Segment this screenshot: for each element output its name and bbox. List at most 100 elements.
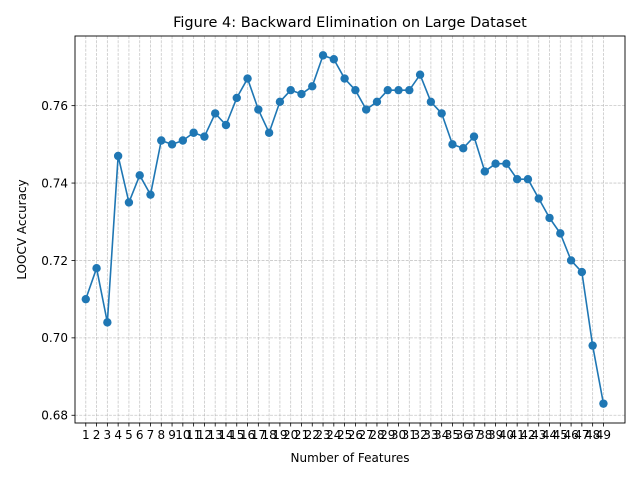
data-point	[264, 128, 274, 137]
data-point	[394, 85, 403, 95]
data-point	[167, 140, 177, 149]
x-tick-label: 22	[305, 428, 320, 442]
data-point	[340, 74, 349, 83]
x-tick-label: 17	[251, 428, 266, 442]
data-point	[232, 93, 241, 103]
plot-frame	[74, 35, 626, 424]
x-tick-label: 8	[157, 428, 165, 442]
x-tick-label: 36	[456, 428, 471, 442]
data-point	[372, 97, 382, 106]
y-tick-label: 0.70	[41, 331, 68, 345]
data-point	[113, 151, 123, 161]
x-tick-label: 6	[136, 428, 144, 442]
data-point	[221, 120, 231, 130]
x-tick-label: 41	[510, 428, 525, 442]
x-tick-label: 47	[574, 428, 589, 442]
grid	[75, 36, 625, 423]
x-tick-label: 42	[520, 428, 535, 442]
y-tick-label: 0.76	[41, 99, 68, 113]
x-tick-label: 33	[423, 428, 438, 442]
y-tick-label: 0.72	[41, 254, 68, 268]
x-tick-label: 46	[563, 428, 578, 442]
x-tick-label: 35	[445, 428, 460, 442]
x-tick-label: 43	[531, 428, 546, 442]
data-point	[210, 109, 220, 118]
x-tick-label: 29	[380, 428, 395, 442]
x-tick-label: 10	[175, 428, 190, 442]
series-layer	[81, 51, 608, 408]
data-point	[512, 174, 522, 184]
x-tick-label: 27	[359, 428, 374, 442]
data-point	[415, 70, 425, 79]
data-point	[426, 97, 436, 106]
x-tick-label: 25	[337, 428, 352, 442]
x-tick-label: 37	[466, 428, 481, 442]
x-tick-label: 9	[168, 428, 176, 442]
x-tick-label: 15	[229, 428, 244, 442]
data-point	[361, 105, 371, 114]
x-tick-label: 18	[261, 428, 276, 442]
y-tick-label: 0.68	[41, 409, 68, 423]
chart-title: Figure 4: Backward Elimination on Large …	[173, 15, 527, 31]
data-point	[491, 159, 500, 168]
data-point	[318, 51, 328, 60]
x-tick-label: 19	[272, 428, 287, 442]
x-tick-label: 32	[412, 428, 427, 442]
data-point	[523, 174, 533, 184]
data-point	[502, 159, 511, 168]
x-tick-label: 39	[488, 428, 503, 442]
data-point	[135, 171, 144, 180]
data-point	[459, 144, 468, 153]
data-point	[588, 341, 597, 350]
data-point	[297, 89, 306, 99]
x-tick-label: 48	[585, 428, 600, 442]
data-point	[254, 105, 263, 114]
x-tick-label: 26	[348, 428, 363, 442]
x-tick-label: 16	[240, 428, 255, 442]
data-point	[480, 167, 490, 176]
x-tick-label: 28	[369, 428, 384, 442]
x-tick-label: 1	[82, 428, 90, 442]
x-tick-label: 34	[434, 428, 449, 442]
data-point	[351, 85, 360, 95]
x-tick-label: 12	[197, 428, 212, 442]
data-point	[308, 82, 317, 91]
x-tick-label: 21	[294, 428, 309, 442]
y-axis-title: LOOCV Accuracy	[15, 179, 29, 279]
data-point	[577, 267, 587, 277]
data-point	[200, 132, 209, 141]
x-tick-label: 30	[391, 428, 406, 442]
x-tick-label: 44	[542, 428, 557, 442]
x-tick-label: 11	[186, 428, 201, 442]
data-point	[383, 85, 392, 95]
x-tick-label: 5	[125, 428, 133, 442]
x-tick-label: 20	[283, 428, 298, 442]
data-point	[146, 190, 155, 199]
data-point	[275, 97, 285, 106]
data-point	[81, 294, 90, 304]
x-tick-label: 23	[315, 428, 330, 442]
data-point	[178, 136, 188, 145]
x-axis-title: Number of Features	[291, 451, 410, 465]
data-point	[286, 85, 295, 95]
data-point	[103, 318, 112, 327]
x-tick-label: 3	[104, 428, 112, 442]
x-tick-label: 4	[114, 428, 122, 442]
x-tick-label: 38	[477, 428, 492, 442]
data-point	[545, 213, 554, 223]
x-tick-label: 24	[326, 428, 341, 442]
data-point	[534, 194, 543, 203]
data-point	[599, 399, 608, 408]
data-point	[189, 128, 198, 137]
data-point	[566, 256, 576, 265]
x-tick-label: 49	[596, 428, 611, 442]
x-tick-label: 13	[208, 428, 223, 442]
data-point	[469, 132, 479, 141]
y-tick-label: 0.74	[41, 176, 68, 190]
data-point	[448, 140, 457, 149]
x-tick-label: 45	[553, 428, 568, 442]
data-point	[157, 136, 166, 145]
data-point	[124, 198, 134, 207]
x-tick-label: 31	[402, 428, 417, 442]
